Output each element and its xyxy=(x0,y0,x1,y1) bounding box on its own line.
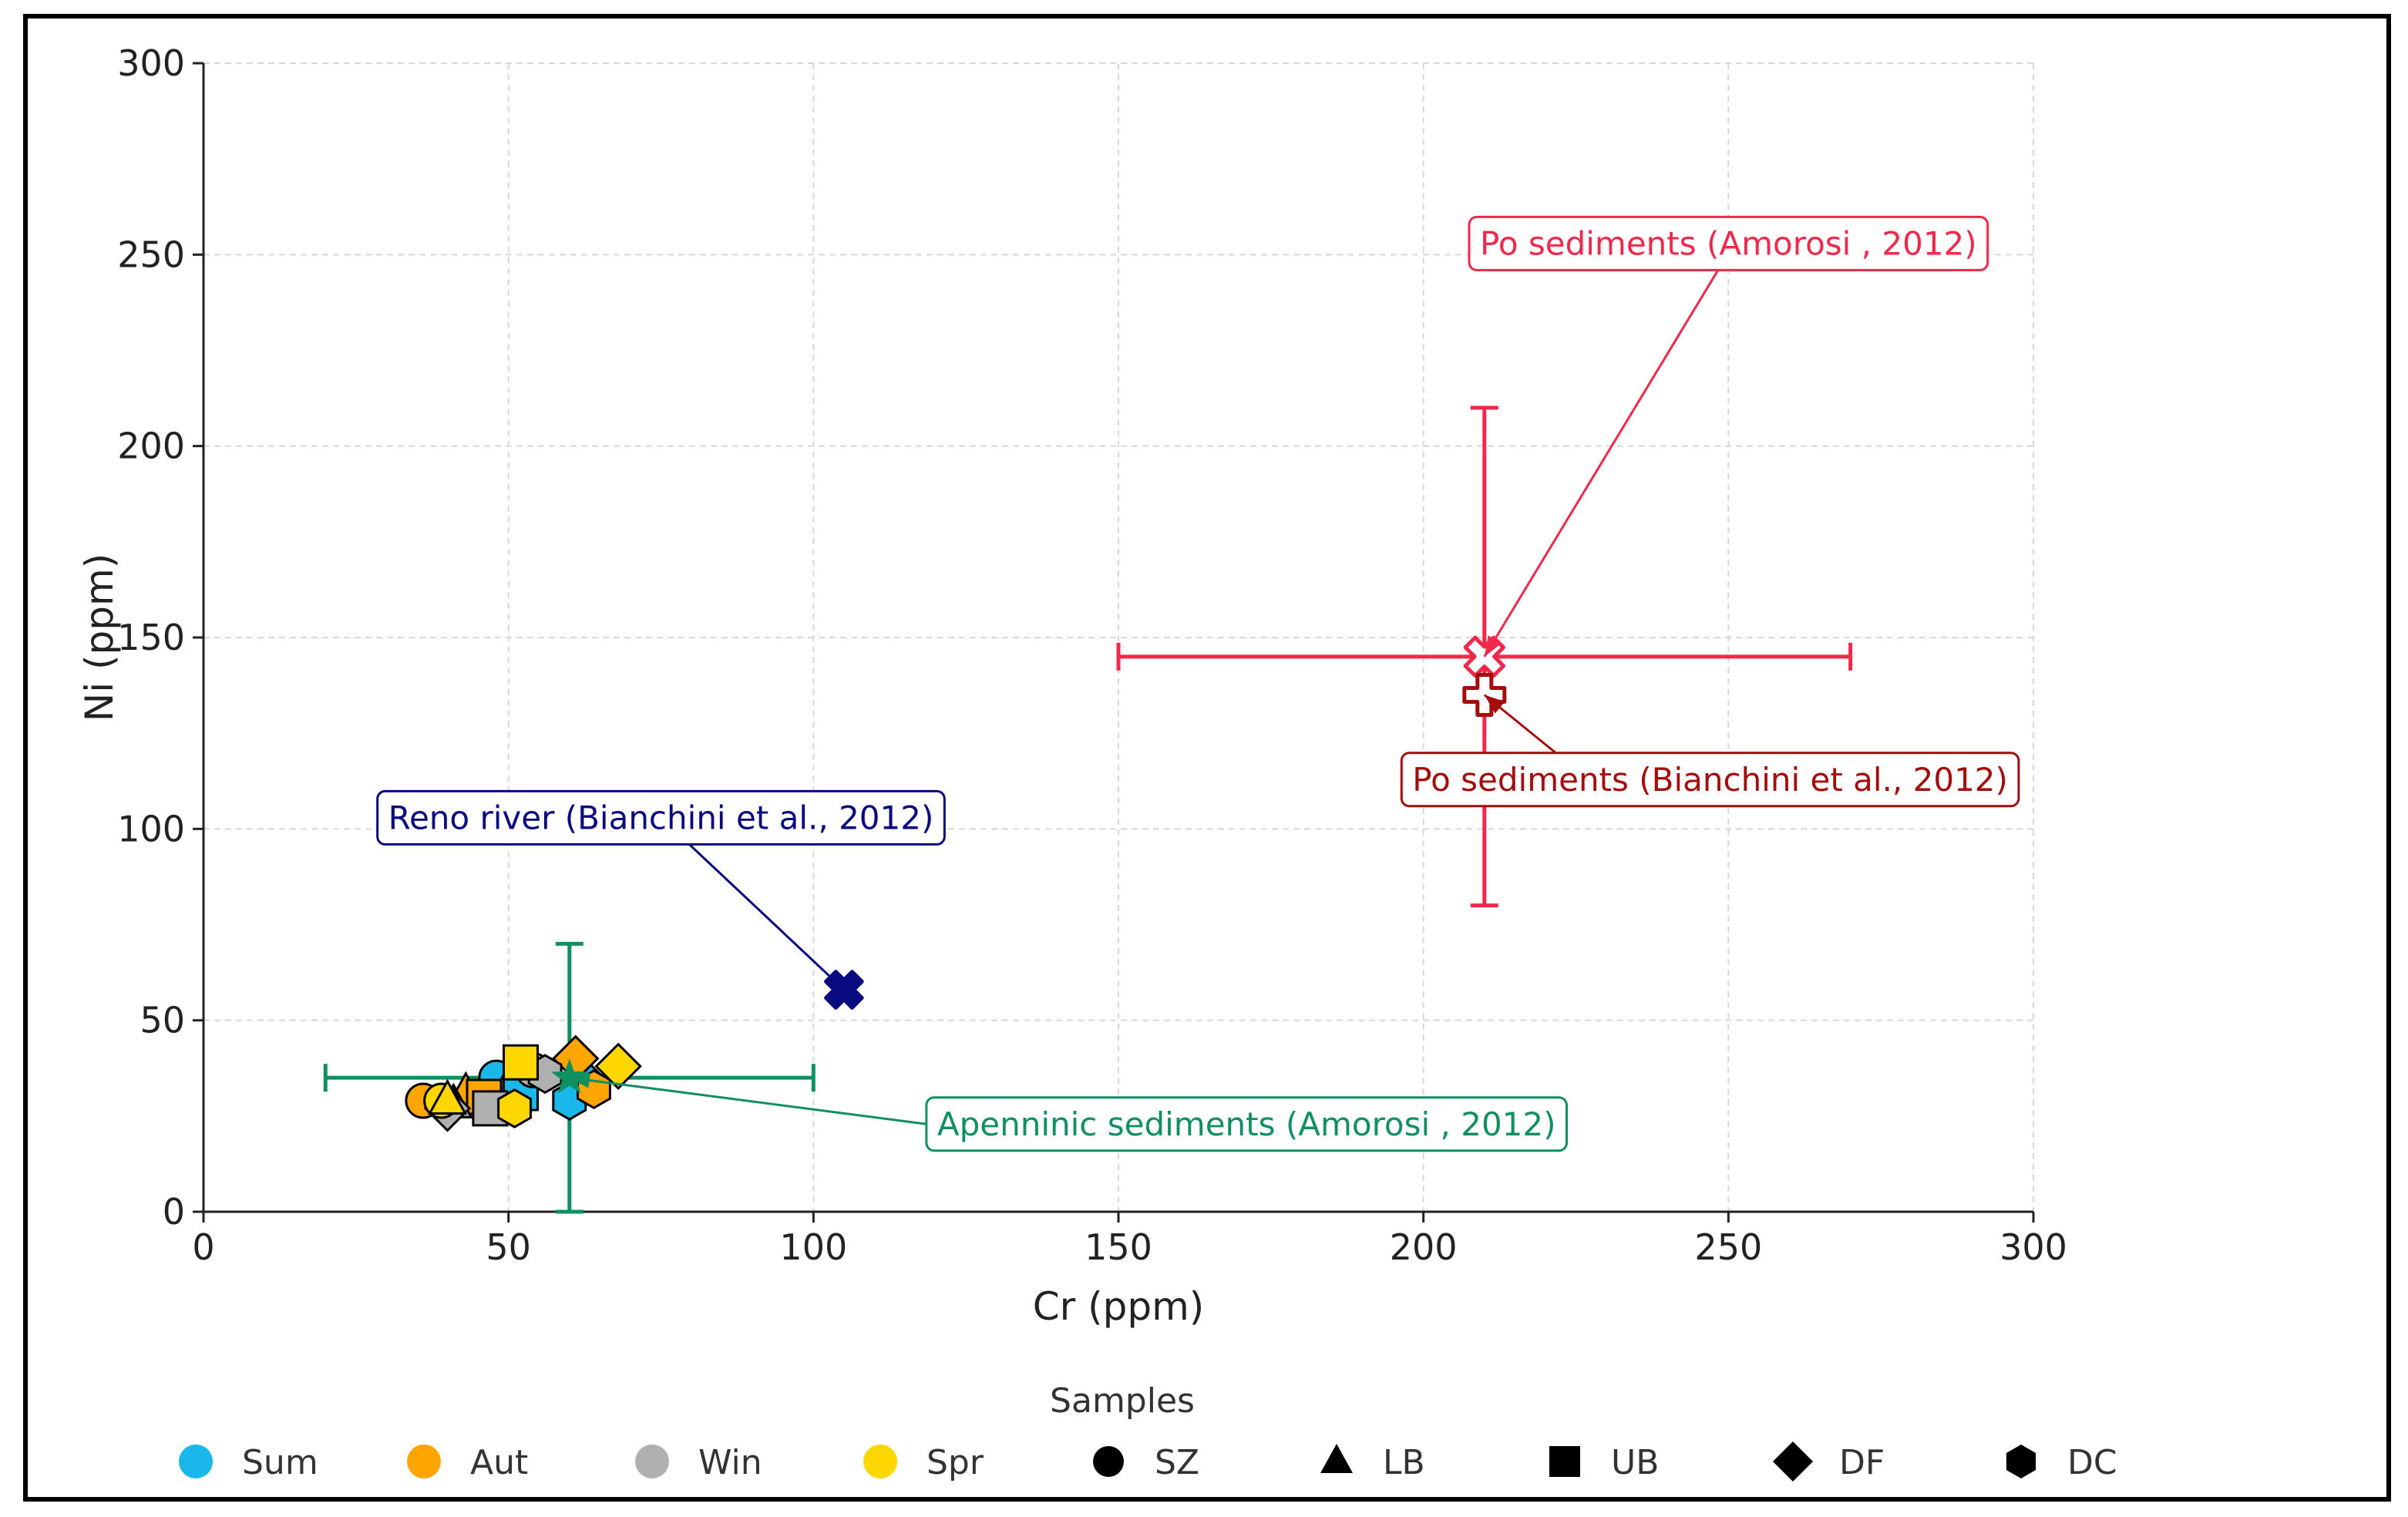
reference-marker xyxy=(551,1058,588,1094)
legend-swatch xyxy=(1093,1446,1124,1477)
legend-swatch xyxy=(2006,1445,2036,1478)
x-tick-label: 250 xyxy=(1694,1226,1762,1268)
legend-label: Win xyxy=(698,1443,762,1482)
legend-label: UB xyxy=(1611,1443,1659,1482)
y-tick-label: 50 xyxy=(140,1000,185,1041)
sample-point xyxy=(594,1042,642,1091)
scatter-chart: 0 50 100 150 200 250 300 0 50 100 150 200 250 300 Po … xyxy=(77,42,2117,1482)
x-tick-label: 150 xyxy=(1085,1226,1152,1268)
annotation-arrowhead xyxy=(569,1072,590,1088)
annotation-connector xyxy=(688,843,845,991)
x-axis-title: Cr (ppm) xyxy=(1033,1284,1205,1329)
legend-label: DC xyxy=(2067,1443,2117,1482)
legend-item: SZ xyxy=(1093,1443,1199,1482)
legend-item: Aut xyxy=(407,1443,528,1482)
legend-swatch xyxy=(407,1445,441,1478)
annotation: Po sediments (Amorosi , 2012) xyxy=(1468,215,1989,658)
y-tick-label: 300 xyxy=(117,42,185,84)
annotation-label: Reno river (Bianchini et al., 2012) xyxy=(388,799,934,836)
annotation-arrowhead xyxy=(1484,695,1505,714)
y-tick-label: 200 xyxy=(117,426,185,467)
legend-label: Aut xyxy=(470,1443,528,1482)
legend-label: Spr xyxy=(927,1443,984,1482)
y-tick-label: 250 xyxy=(117,234,185,275)
legend-label: SZ xyxy=(1155,1443,1199,1482)
annotation-box xyxy=(1468,215,1989,271)
legend-label: LB xyxy=(1383,1443,1425,1482)
annotation-box xyxy=(1400,752,2020,808)
legend-item: DF xyxy=(1773,1441,1885,1482)
annotation-label: Po sediments (Amorosi , 2012) xyxy=(1480,224,1977,262)
annotation: Apenninic sediments (Amorosi , 2012) xyxy=(569,1072,1569,1152)
legend-swatch xyxy=(863,1445,897,1478)
annotation-arrowhead xyxy=(1484,635,1502,657)
legend-swatch xyxy=(179,1445,213,1478)
x-tick-label: 100 xyxy=(779,1226,847,1268)
annotation-connector xyxy=(1483,269,1720,658)
legend-swatch xyxy=(1320,1444,1353,1473)
legend-label: DF xyxy=(1839,1443,1885,1482)
reference-points xyxy=(551,635,1507,1094)
legend-item: Spr xyxy=(863,1443,984,1482)
legend-swatch xyxy=(635,1445,669,1478)
sample-point xyxy=(497,1088,532,1128)
annotations: Po sediments (Amorosi , 2012) Po sediment… xyxy=(376,215,2020,1152)
annotation: Po sediments (Bianchini et al., 2012) xyxy=(1400,694,2020,808)
legend-item: Sum xyxy=(179,1443,318,1482)
legend-title: Samples xyxy=(1050,1381,1195,1421)
x-tick-label: 0 xyxy=(192,1226,214,1268)
legend-item: DC xyxy=(2006,1443,2117,1482)
sample-point xyxy=(427,1078,468,1115)
legend: Samples Sum Aut Win Spr SZ LB UB DF DC xyxy=(179,1381,2117,1482)
figure-frame: 0 50 100 150 200 250 300 0 50 100 150 200 250 300 Po … xyxy=(23,14,2391,1502)
annotation-box xyxy=(925,1096,1569,1152)
annotation-connector xyxy=(569,1076,927,1125)
annotation-arrowhead xyxy=(824,970,844,990)
x-tick-label: 50 xyxy=(486,1226,531,1268)
annotation-label: Po sediments (Bianchini et al., 2012) xyxy=(1412,761,2008,799)
legend-swatch xyxy=(1773,1441,1813,1482)
x-tick-label: 300 xyxy=(1999,1226,2067,1268)
sample-point xyxy=(503,1044,539,1081)
annotation-label: Apenninic sediments (Amorosi , 2012) xyxy=(937,1105,1556,1143)
axes: 0 50 100 150 200 250 300 0 50 100 150 200 250 300 xyxy=(117,42,2067,1268)
legend-item: UB xyxy=(1549,1443,1659,1482)
x-tick-label: 200 xyxy=(1390,1226,1458,1268)
legend-label: Sum xyxy=(242,1443,318,1482)
y-tick-label: 0 xyxy=(163,1191,185,1233)
y-tick-label: 100 xyxy=(117,808,185,849)
annotation-box xyxy=(376,789,946,846)
y-axis-title: Ni (ppm) xyxy=(77,553,122,722)
legend-item: Win xyxy=(635,1443,762,1482)
annotation: Reno river (Bianchini et al., 2012) xyxy=(376,789,946,991)
legend-item: LB xyxy=(1320,1443,1425,1482)
legend-swatch xyxy=(1549,1446,1580,1477)
y-tick-label: 150 xyxy=(117,617,185,658)
